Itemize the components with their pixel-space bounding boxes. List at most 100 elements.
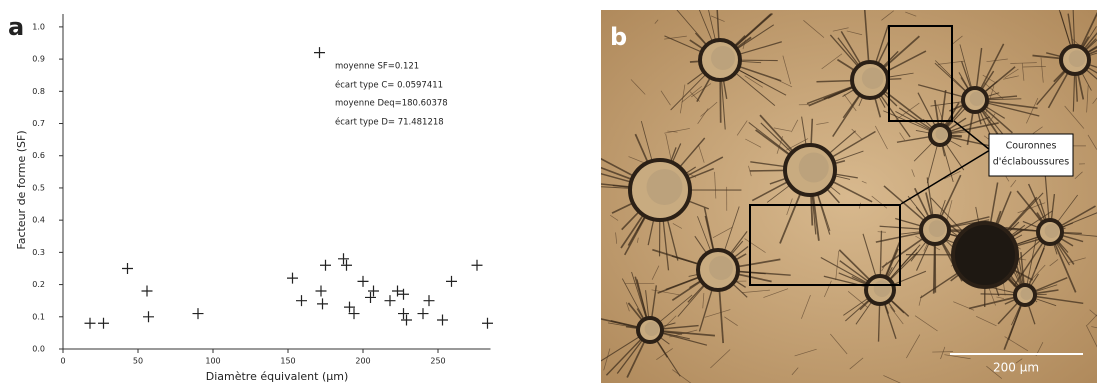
- crack: [877, 91, 911, 138]
- crack: [816, 122, 829, 125]
- crack: [664, 35, 706, 55]
- crack: [933, 99, 940, 128]
- data-point: [122, 262, 133, 274]
- crack: [829, 34, 861, 70]
- crack: [919, 268, 965, 299]
- crack: [981, 105, 1013, 134]
- crack: [1032, 277, 1068, 293]
- crack: [837, 37, 862, 69]
- crack: [603, 348, 611, 371]
- panel-label: b: [610, 23, 627, 51]
- crack: [982, 74, 996, 83]
- crack: [710, 349, 731, 369]
- crack: [637, 237, 639, 243]
- data-point: [398, 288, 409, 300]
- crack: [671, 278, 706, 301]
- crack: [940, 346, 946, 360]
- crack: [679, 84, 686, 114]
- crack: [720, 75, 726, 130]
- crack: [851, 128, 863, 140]
- crack: [698, 10, 715, 46]
- crack: [744, 238, 766, 253]
- crack: [681, 85, 703, 103]
- crack: [689, 91, 700, 102]
- data-point: [84, 317, 96, 329]
- crack: [843, 94, 857, 112]
- crack: [1011, 302, 1023, 326]
- crack: [849, 357, 864, 370]
- data-point: [365, 291, 376, 303]
- crack: [1081, 32, 1097, 52]
- crack: [670, 71, 710, 111]
- crack: [1058, 212, 1097, 229]
- crack: [847, 291, 869, 308]
- crack: [918, 295, 922, 306]
- x-tick-label: 250: [430, 357, 445, 366]
- y-axis-title: Facteur de forme (SF): [15, 130, 28, 249]
- crack: [748, 165, 752, 177]
- crater-core: [709, 256, 733, 280]
- data-point: [392, 285, 403, 297]
- crack: [986, 365, 1003, 379]
- crack: [607, 322, 641, 329]
- crack: [1058, 10, 1073, 50]
- crack: [669, 329, 698, 338]
- crack: [1015, 358, 1023, 364]
- crack: [665, 133, 673, 163]
- crack: [917, 92, 937, 129]
- crack: [824, 280, 832, 298]
- data-point: [471, 259, 483, 271]
- crack: [1006, 227, 1041, 232]
- crack: [656, 348, 673, 360]
- y-tick-label: 0.6: [32, 151, 45, 160]
- crack: [1086, 85, 1089, 113]
- crack: [1020, 251, 1025, 288]
- crack: [911, 169, 915, 177]
- crack: [907, 195, 929, 222]
- crack: [654, 337, 681, 377]
- crack: [947, 122, 999, 135]
- crack: [811, 189, 817, 235]
- crack: [1084, 45, 1097, 55]
- crack: [881, 261, 888, 272]
- crack: [1010, 62, 1037, 64]
- crack: [1032, 295, 1084, 305]
- crack: [832, 27, 849, 32]
- crack: [704, 309, 731, 318]
- crack: [877, 231, 887, 233]
- crack: [724, 316, 738, 326]
- crack: [1067, 13, 1075, 50]
- data-point: [357, 275, 369, 287]
- crater: [951, 221, 1019, 289]
- crack: [698, 285, 715, 332]
- crack: [704, 215, 716, 255]
- annotation: écart type C= 0.0597411: [335, 80, 443, 91]
- crack: [733, 67, 787, 96]
- crack: [983, 82, 1004, 100]
- crack: [660, 90, 671, 106]
- arrow: [953, 120, 991, 151]
- crack: [1059, 232, 1097, 237]
- crack: [1036, 68, 1069, 106]
- crack: [785, 138, 809, 151]
- crack: [714, 171, 717, 199]
- crack: [1027, 183, 1047, 224]
- crack: [939, 174, 962, 221]
- crack: [601, 157, 640, 180]
- crack: [1021, 63, 1025, 81]
- data-point: [192, 308, 204, 320]
- annotation: moyenne Deq=180.60378: [335, 99, 448, 109]
- data-point: [287, 272, 298, 284]
- crack: [827, 178, 873, 203]
- data-point: [143, 311, 154, 323]
- crack: [1017, 237, 1044, 261]
- crack: [631, 271, 648, 321]
- data-point: [446, 275, 457, 287]
- crack: [1074, 171, 1083, 179]
- y-tick-label: 1.0: [32, 22, 45, 31]
- crack: [947, 116, 991, 133]
- crack: [968, 296, 1018, 310]
- crack: [966, 109, 975, 146]
- crack: [926, 142, 939, 184]
- crack: [734, 64, 782, 82]
